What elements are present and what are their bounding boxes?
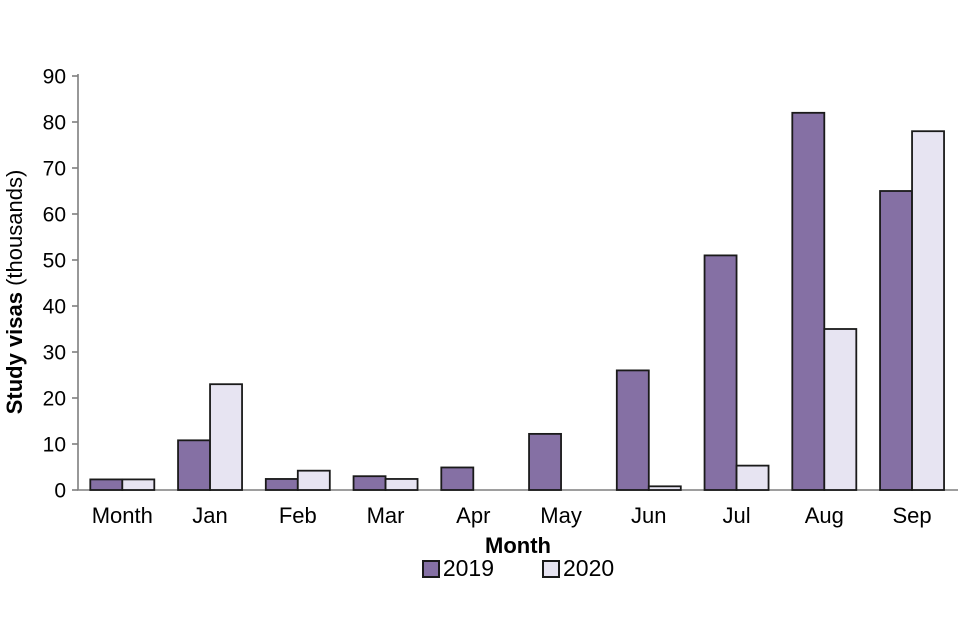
y-tick-label-30: 30 (43, 342, 66, 365)
bar-2019-mar (352, 475, 387, 491)
bar-2020-feb (296, 469, 331, 491)
bar-2020-month (121, 478, 156, 491)
bar-2020-jan (209, 383, 243, 491)
x-axis-title: Month (485, 533, 551, 558)
y-tick-label-0: 0 (54, 480, 66, 503)
bar-2019-apr (440, 466, 475, 491)
x-tick-label-feb: Feb (279, 503, 317, 528)
y-tick-label-70: 70 (43, 158, 66, 181)
x-tick-label-jun: Jun (631, 503, 666, 528)
bar-2020-jun (647, 485, 682, 491)
bar-2019-month (89, 478, 124, 491)
legend-label-2020: 2020 (563, 555, 615, 581)
y-tick-label-10: 10 (43, 434, 66, 457)
legend-item-2019: 2019 (421, 555, 494, 581)
x-tick-label-mar: Mar (367, 503, 405, 528)
bar-2020-sep (911, 130, 945, 491)
bar-2019-may (528, 432, 562, 491)
bar-2019-aug (791, 111, 826, 491)
legend-item-2020: 2020 (542, 557, 614, 580)
y-tick-label-90: 90 (43, 66, 66, 89)
y-tick-label-50: 50 (43, 250, 66, 273)
x-tick-label-jan: Jan (192, 503, 227, 528)
y-axis-title-normal: (thousands) (2, 169, 27, 293)
bar-2020-aug (823, 328, 858, 491)
x-tick-label-aug: Aug (805, 503, 844, 528)
legend-label-2019: 2019 (442, 555, 494, 581)
x-tick-label-apr: Apr (456, 503, 490, 528)
bar-2019-jul (703, 254, 738, 491)
y-tick-label-60: 60 (43, 204, 66, 227)
y-tick-label-40: 40 (43, 296, 66, 319)
x-tick-label-may: May (540, 503, 582, 528)
legend-swatch-2019 (421, 559, 440, 578)
bar-2019-jan (177, 439, 211, 491)
y-axis-title-bold: Study visas (2, 292, 27, 415)
y-axis-title: Study visas (thousands) (2, 170, 28, 415)
bar-2019-jun (615, 369, 650, 491)
bar-2020-jul (735, 464, 770, 491)
x-tick-label-sep: Sep (892, 503, 931, 528)
bar-2020-mar (384, 478, 419, 491)
y-tick-label-20: 20 (43, 388, 66, 411)
legend-swatch-2020 (542, 559, 560, 578)
x-tick-label-month: Month (92, 503, 153, 528)
chart-legend: 2019 2020 (78, 557, 958, 580)
y-tick-label-80: 80 (43, 112, 66, 135)
bar-2019-sep (879, 190, 913, 491)
x-tick-label-jul: Jul (722, 503, 750, 528)
bar-2019-feb (264, 478, 299, 491)
